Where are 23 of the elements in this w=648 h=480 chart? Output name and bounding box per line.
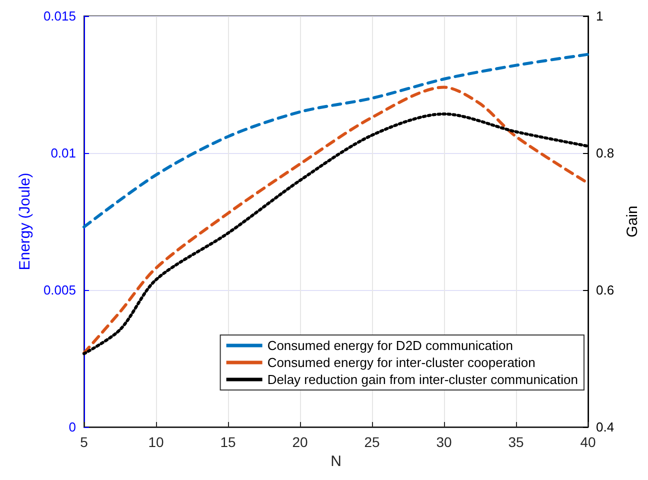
- y-tick-label: 0.01: [50, 146, 76, 160]
- x-tick-label: 35: [508, 434, 524, 450]
- y-tick-label: 0.005: [43, 282, 76, 298]
- y-axis-title: Energy (Joule): [16, 172, 34, 270]
- legend-label: Consumed energy for inter-cluster cooperation: [267, 355, 536, 370]
- y2-tick-label: 1: [596, 8, 604, 24]
- line-series: [82, 52, 590, 228]
- legend-label: Delay reduction gain from inter-cluster communication: [267, 372, 578, 387]
- y-tick-label: 0: [68, 420, 76, 434]
- x-tick-label: 25: [364, 434, 380, 450]
- x-tick-label: 20: [292, 434, 308, 450]
- x-axis-title: N: [330, 452, 342, 470]
- legend-label: Consumed energy for D2D communication: [267, 338, 513, 353]
- x-tick-label: 10: [148, 434, 164, 450]
- y2-tick-label: 0.4: [596, 420, 614, 434]
- x-tick-label: 5: [80, 434, 88, 450]
- x-tick-label: 15: [220, 434, 236, 450]
- y-tick-label: 0.015: [43, 8, 76, 24]
- y2-axis-title: Gain: [624, 206, 641, 238]
- y2-tick-label: 0.8: [596, 146, 614, 160]
- x-tick-label: 30: [436, 434, 452, 450]
- y2-tick-label: 0.6: [596, 282, 614, 298]
- x-tick-label: 40: [580, 434, 596, 450]
